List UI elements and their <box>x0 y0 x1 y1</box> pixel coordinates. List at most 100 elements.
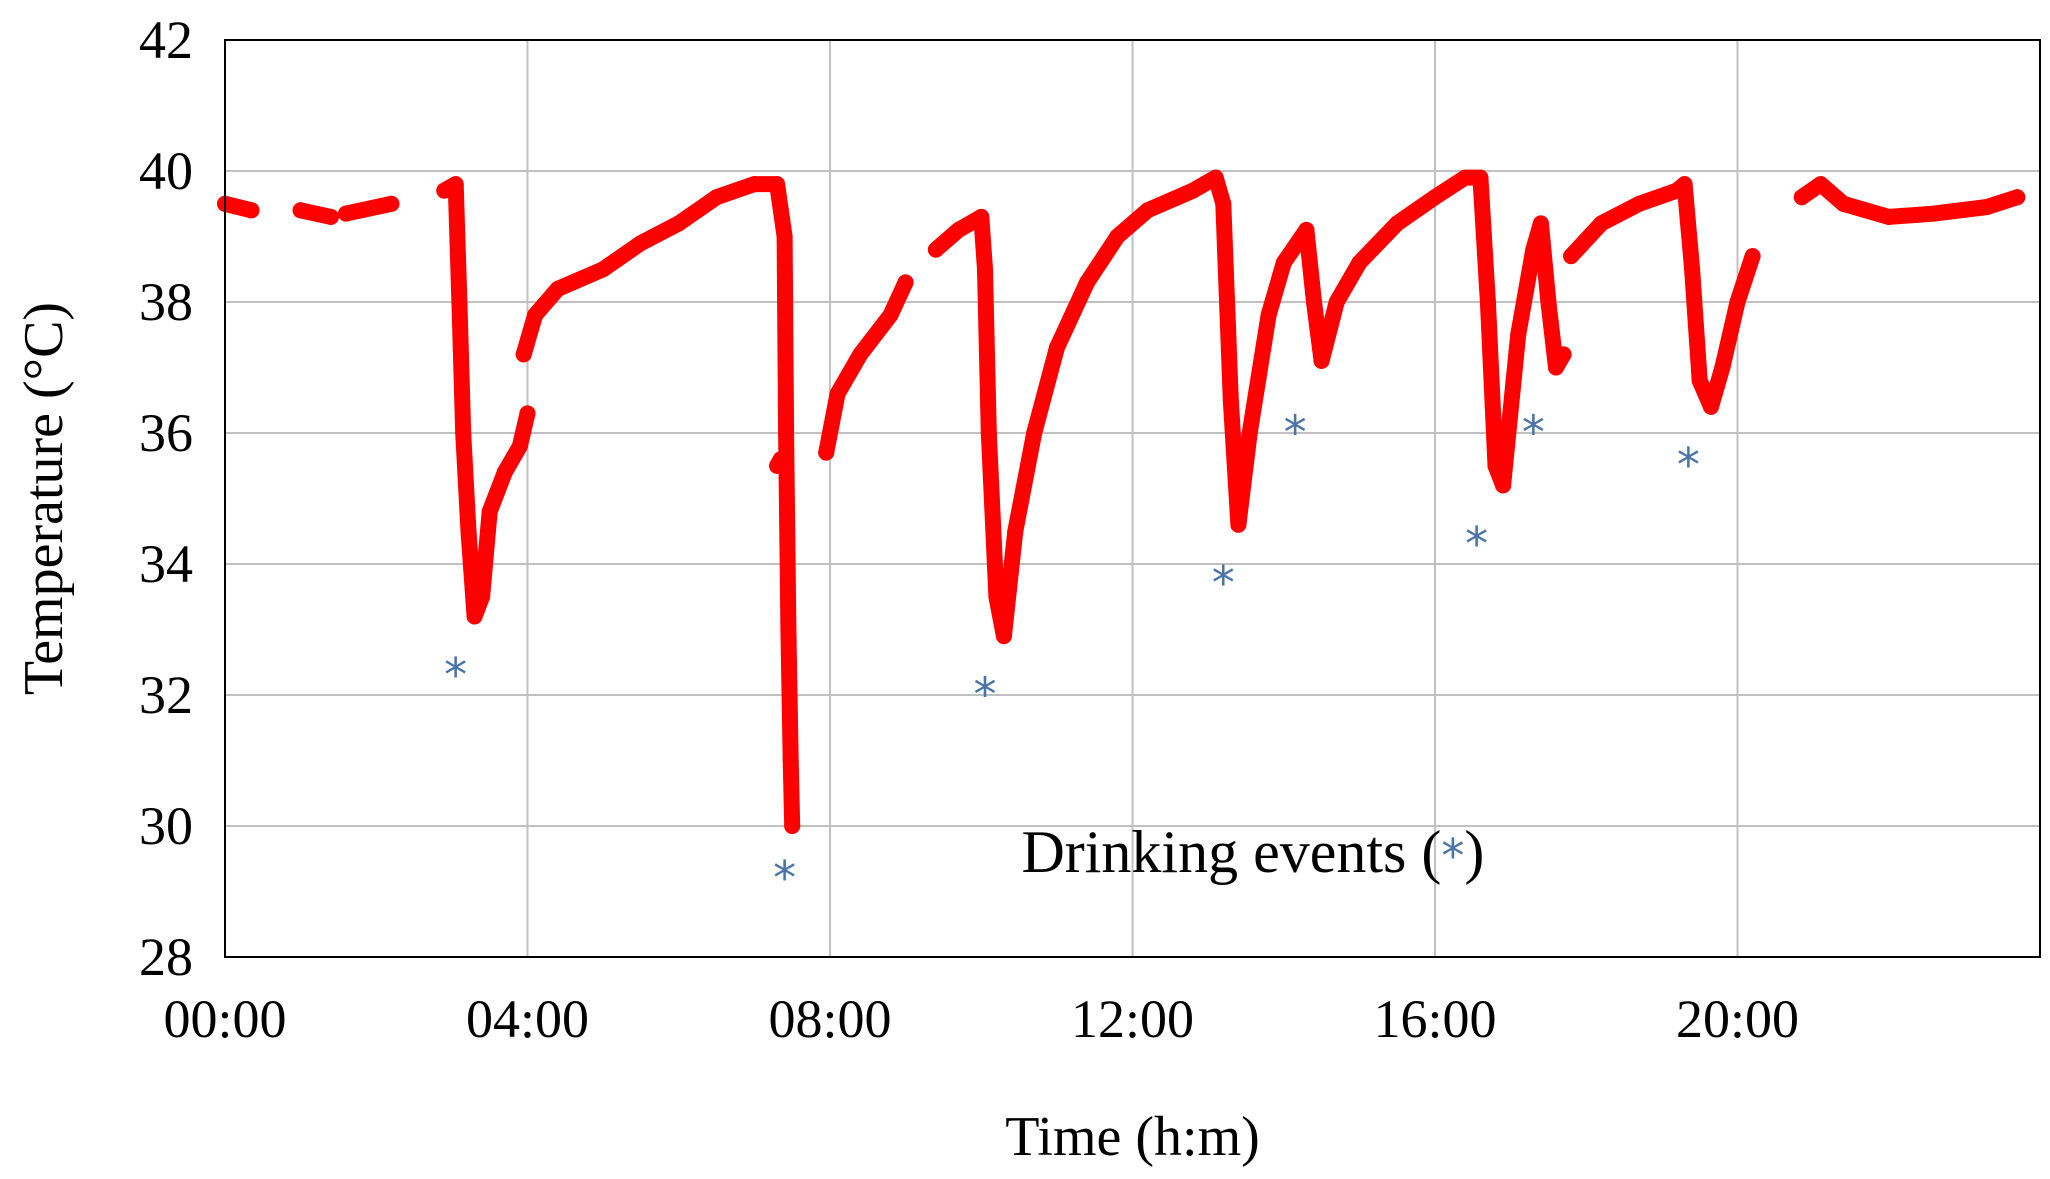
y-tick-label: 28 <box>139 927 193 987</box>
data-point <box>1079 274 1096 291</box>
data-point <box>746 176 763 193</box>
data-point <box>474 588 491 605</box>
data-point <box>1548 359 1564 376</box>
data-point <box>595 261 612 278</box>
data-point <box>1389 215 1406 232</box>
data-point <box>2009 189 2026 206</box>
data-point <box>1351 254 1368 271</box>
y-axis-title: Temperature (°C) <box>13 302 75 695</box>
data-point <box>782 752 799 769</box>
drinking-event-marker: * <box>1465 517 1488 571</box>
data-point <box>1979 199 1996 215</box>
data-point <box>322 208 339 225</box>
data-point <box>1563 248 1580 265</box>
data-point <box>1298 221 1315 238</box>
data-point <box>1109 228 1126 245</box>
data-point <box>515 346 532 363</box>
data-point <box>980 425 997 441</box>
data-point <box>632 235 649 252</box>
drinking-event-marker: * <box>974 667 997 721</box>
data-point <box>1555 346 1572 363</box>
data-point <box>549 280 566 297</box>
data-point <box>829 385 846 402</box>
data-point <box>1691 372 1708 389</box>
data-point <box>1230 516 1247 533</box>
annotation-marker: * <box>1441 829 1464 883</box>
data-point <box>988 588 1005 605</box>
data-point <box>995 628 1012 645</box>
data-point <box>1328 294 1345 310</box>
data-point <box>1525 241 1542 258</box>
drinking-event-marker: * <box>1212 556 1235 610</box>
data-point <box>519 405 536 422</box>
data-point <box>780 621 797 638</box>
y-tick-label: 40 <box>139 141 193 201</box>
data-point <box>481 503 498 520</box>
data-point <box>772 451 789 468</box>
y-tick-label: 36 <box>139 403 193 463</box>
data-point <box>243 202 260 219</box>
data-point <box>1835 195 1852 212</box>
data-point <box>1472 169 1489 186</box>
data-point <box>852 346 869 363</box>
data-point <box>455 425 472 441</box>
data-point <box>1926 205 1943 222</box>
y-tick-label: 42 <box>139 10 193 70</box>
legend-annotation: Drinking events (*) <box>1021 819 1484 885</box>
data-point <box>1487 457 1504 474</box>
plot-frame <box>224 39 2041 958</box>
x-tick-label: 04:00 <box>466 989 589 1049</box>
data-point <box>784 818 801 834</box>
data-point <box>950 221 967 238</box>
data-point <box>1744 248 1761 265</box>
data-point <box>818 444 835 461</box>
data-point <box>1684 261 1701 278</box>
data-point <box>1631 195 1648 212</box>
drinking-event-marker: * <box>1522 405 1545 459</box>
data-point <box>882 307 899 324</box>
annotation-suffix: ) <box>1464 819 1484 885</box>
x-tick-label: 12:00 <box>1071 989 1194 1049</box>
y-tick-label: 30 <box>139 796 193 856</box>
data-point <box>447 176 464 193</box>
x-tick-label: 16:00 <box>1373 989 1496 1049</box>
y-tick-label: 38 <box>139 272 193 332</box>
data-point <box>1215 195 1232 212</box>
data-point <box>708 189 725 206</box>
data-point <box>778 425 795 441</box>
data-point <box>1048 339 1065 356</box>
y-axis-ticks: 28 30 32 34 36 38 40 42 <box>139 10 193 987</box>
data-point <box>1275 254 1292 271</box>
data-point <box>1510 326 1527 343</box>
data-point <box>496 464 513 481</box>
data-point <box>1540 294 1557 310</box>
data-point <box>769 176 786 193</box>
data-point <box>1457 169 1474 186</box>
data-point <box>1139 202 1156 219</box>
data-point <box>1026 425 1043 441</box>
drinking-event-marker: * <box>1677 438 1700 492</box>
data-point <box>1007 523 1024 540</box>
data-point <box>927 241 944 258</box>
y-tick-label: 34 <box>139 534 193 594</box>
data-point <box>776 228 793 245</box>
data-point <box>1703 398 1719 415</box>
data-point <box>1676 176 1693 193</box>
drinking-events-group: * * * * * * * * <box>444 405 1700 904</box>
data-point <box>977 261 993 278</box>
data-point <box>1185 182 1201 199</box>
data-point <box>527 307 544 324</box>
series-segment-3 <box>436 176 536 625</box>
data-point <box>466 608 483 625</box>
data-point <box>973 208 990 225</box>
data-point <box>383 195 400 212</box>
data-point <box>1532 215 1549 232</box>
x-tick-label: 08:00 <box>768 989 891 1049</box>
series-group <box>217 169 2026 834</box>
data-point <box>1260 307 1277 324</box>
data-point <box>670 215 687 232</box>
data-point <box>1241 425 1258 441</box>
x-tick-label: 20:00 <box>1676 989 1799 1049</box>
